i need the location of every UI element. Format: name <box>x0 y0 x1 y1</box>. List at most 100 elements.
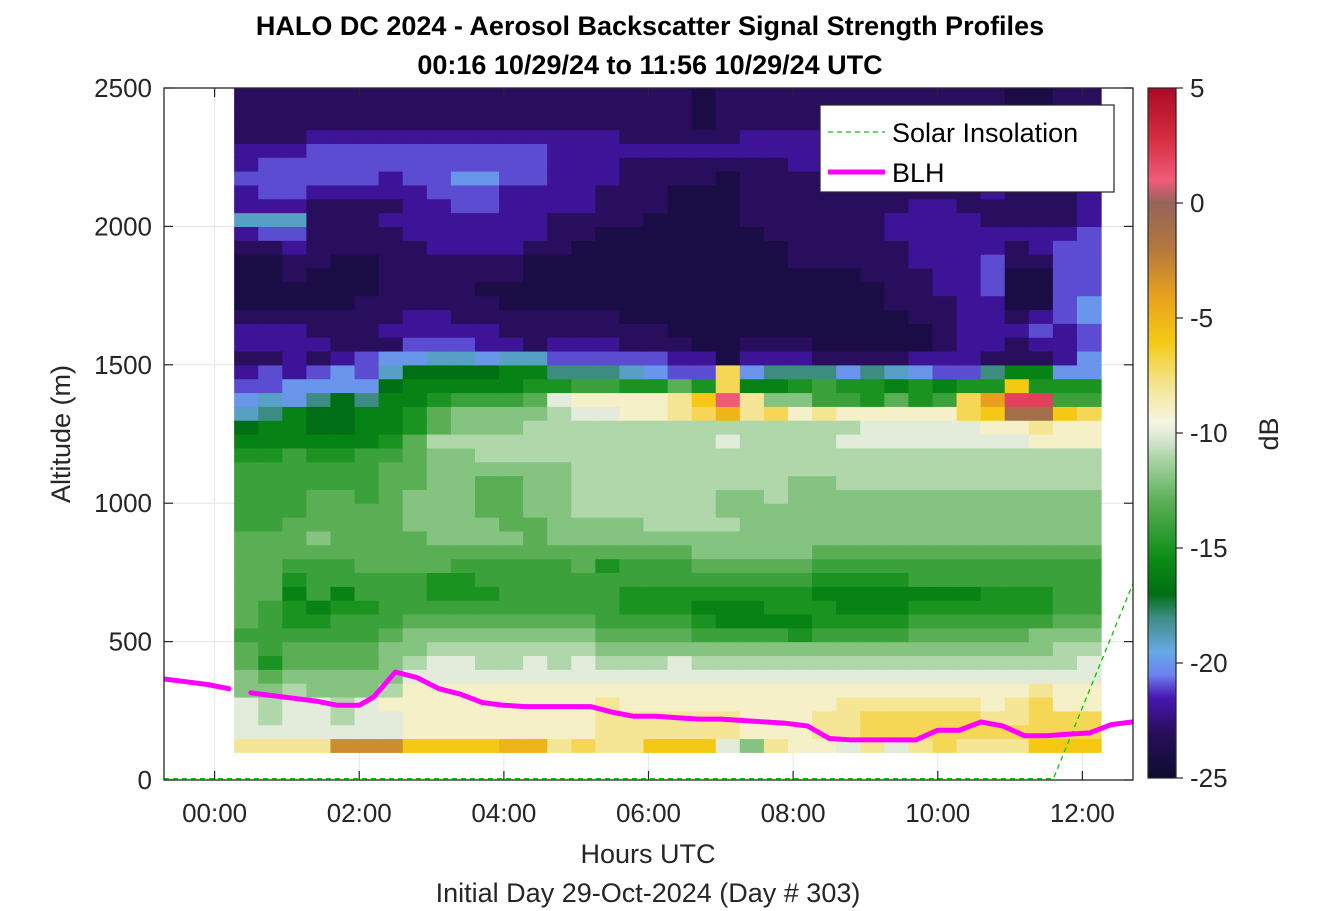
heatmap-cell <box>932 350 958 366</box>
heatmap-cell <box>1004 544 1030 560</box>
heatmap-cell <box>547 88 572 103</box>
heatmap-cell <box>980 254 1006 269</box>
heatmap-cell <box>282 461 307 477</box>
heatmap-cell <box>282 364 307 380</box>
heatmap-cell <box>956 586 982 601</box>
heatmap-cell <box>860 655 885 670</box>
heatmap-cell <box>1052 641 1078 657</box>
heatmap-cell <box>1052 267 1078 283</box>
heatmap-cell <box>258 295 283 311</box>
heatmap-cell <box>1052 461 1078 477</box>
heatmap-cell <box>1052 558 1078 573</box>
heatmap-cell <box>450 171 476 186</box>
heatmap-cell <box>715 558 741 573</box>
heatmap-cell <box>330 184 356 200</box>
heatmap-cell <box>378 392 404 407</box>
heatmap-cell <box>836 600 861 615</box>
heatmap-cell <box>836 710 861 726</box>
heatmap-cell <box>402 517 428 532</box>
heatmap-cell <box>306 738 332 753</box>
heatmap-cell <box>571 129 596 144</box>
heatmap-cell <box>739 281 765 297</box>
heatmap-cell <box>619 129 645 144</box>
heatmap-cell <box>715 309 741 324</box>
heatmap-cell <box>306 88 332 103</box>
heatmap-cell <box>547 184 572 200</box>
heatmap-cell <box>691 198 717 214</box>
heatmap-cell <box>980 696 1006 712</box>
heatmap-cell <box>884 212 909 227</box>
heatmap-cell <box>378 309 404 324</box>
heatmap-cell <box>402 254 428 269</box>
heatmap-cell <box>1052 420 1078 435</box>
heatmap-cell <box>450 184 476 200</box>
heatmap-cell <box>667 420 693 435</box>
heatmap-cell <box>499 267 524 283</box>
heatmap-cell <box>426 655 452 670</box>
heatmap-cell <box>691 738 717 753</box>
heatmap-cell <box>547 240 572 255</box>
heatmap-cell <box>499 544 524 560</box>
heatmap-cell <box>619 240 645 255</box>
heatmap-cell <box>1028 696 1054 712</box>
heatmap-cell <box>860 461 885 477</box>
heatmap-cell <box>1028 586 1054 601</box>
heatmap-cell <box>1004 323 1030 338</box>
heatmap-cell <box>643 143 669 158</box>
heatmap-cell <box>258 447 283 463</box>
heatmap-cell <box>763 115 789 131</box>
heatmap-cell <box>354 212 380 227</box>
heatmap-cell <box>763 738 789 753</box>
heatmap-cell <box>787 295 813 311</box>
heatmap-cell <box>739 212 765 227</box>
heatmap-cell <box>571 572 596 587</box>
heatmap-cell <box>523 447 548 463</box>
heatmap-cell <box>378 115 404 131</box>
heatmap-cell <box>354 696 380 712</box>
heatmap-cell <box>499 129 524 144</box>
heatmap-cell <box>595 655 621 670</box>
heatmap-cell <box>499 254 524 269</box>
heatmap-cell <box>812 350 837 366</box>
heatmap-cell <box>619 600 645 615</box>
heatmap-cell <box>884 503 909 518</box>
heatmap-cell <box>523 434 548 449</box>
heatmap-cell <box>956 88 982 103</box>
heatmap-cell <box>860 350 885 366</box>
heatmap-cell <box>426 226 452 241</box>
heatmap-cell <box>402 530 428 546</box>
heatmap-cell <box>860 88 885 103</box>
heatmap-cell <box>812 212 837 227</box>
heatmap-cell <box>667 572 693 587</box>
heatmap-cell <box>1028 295 1054 311</box>
heatmap-cell <box>763 503 789 518</box>
heatmap-cell <box>450 738 476 753</box>
heatmap-cell <box>330 364 356 380</box>
heatmap-cell <box>499 600 524 615</box>
heatmap-cell <box>523 613 548 629</box>
heatmap-cell <box>234 461 259 477</box>
heatmap-cell <box>354 600 380 615</box>
heatmap-cell <box>763 655 789 670</box>
heatmap-cell <box>908 558 934 573</box>
heatmap-cell <box>643 295 669 311</box>
heatmap-cell <box>402 281 428 297</box>
colorbar-tick-label: -5 <box>1190 303 1213 333</box>
heatmap-cell <box>474 641 500 657</box>
heatmap-cell <box>378 406 404 421</box>
colorbar-tick-label: -20 <box>1190 648 1228 678</box>
heatmap-cell <box>547 669 572 684</box>
heatmap-cell <box>715 530 741 546</box>
heatmap-cell <box>1004 572 1030 587</box>
heatmap-cell <box>595 267 621 283</box>
heatmap-cell <box>330 517 356 532</box>
heatmap-cell <box>932 420 958 435</box>
heatmap-cell <box>715 544 741 560</box>
heatmap-cell <box>739 447 765 463</box>
heatmap-cell <box>474 171 500 186</box>
heatmap-cell <box>980 198 1006 214</box>
heatmap-cell <box>980 627 1006 643</box>
heatmap-cell <box>884 655 909 670</box>
heatmap-cell <box>547 198 572 214</box>
heatmap-cell <box>643 489 669 504</box>
